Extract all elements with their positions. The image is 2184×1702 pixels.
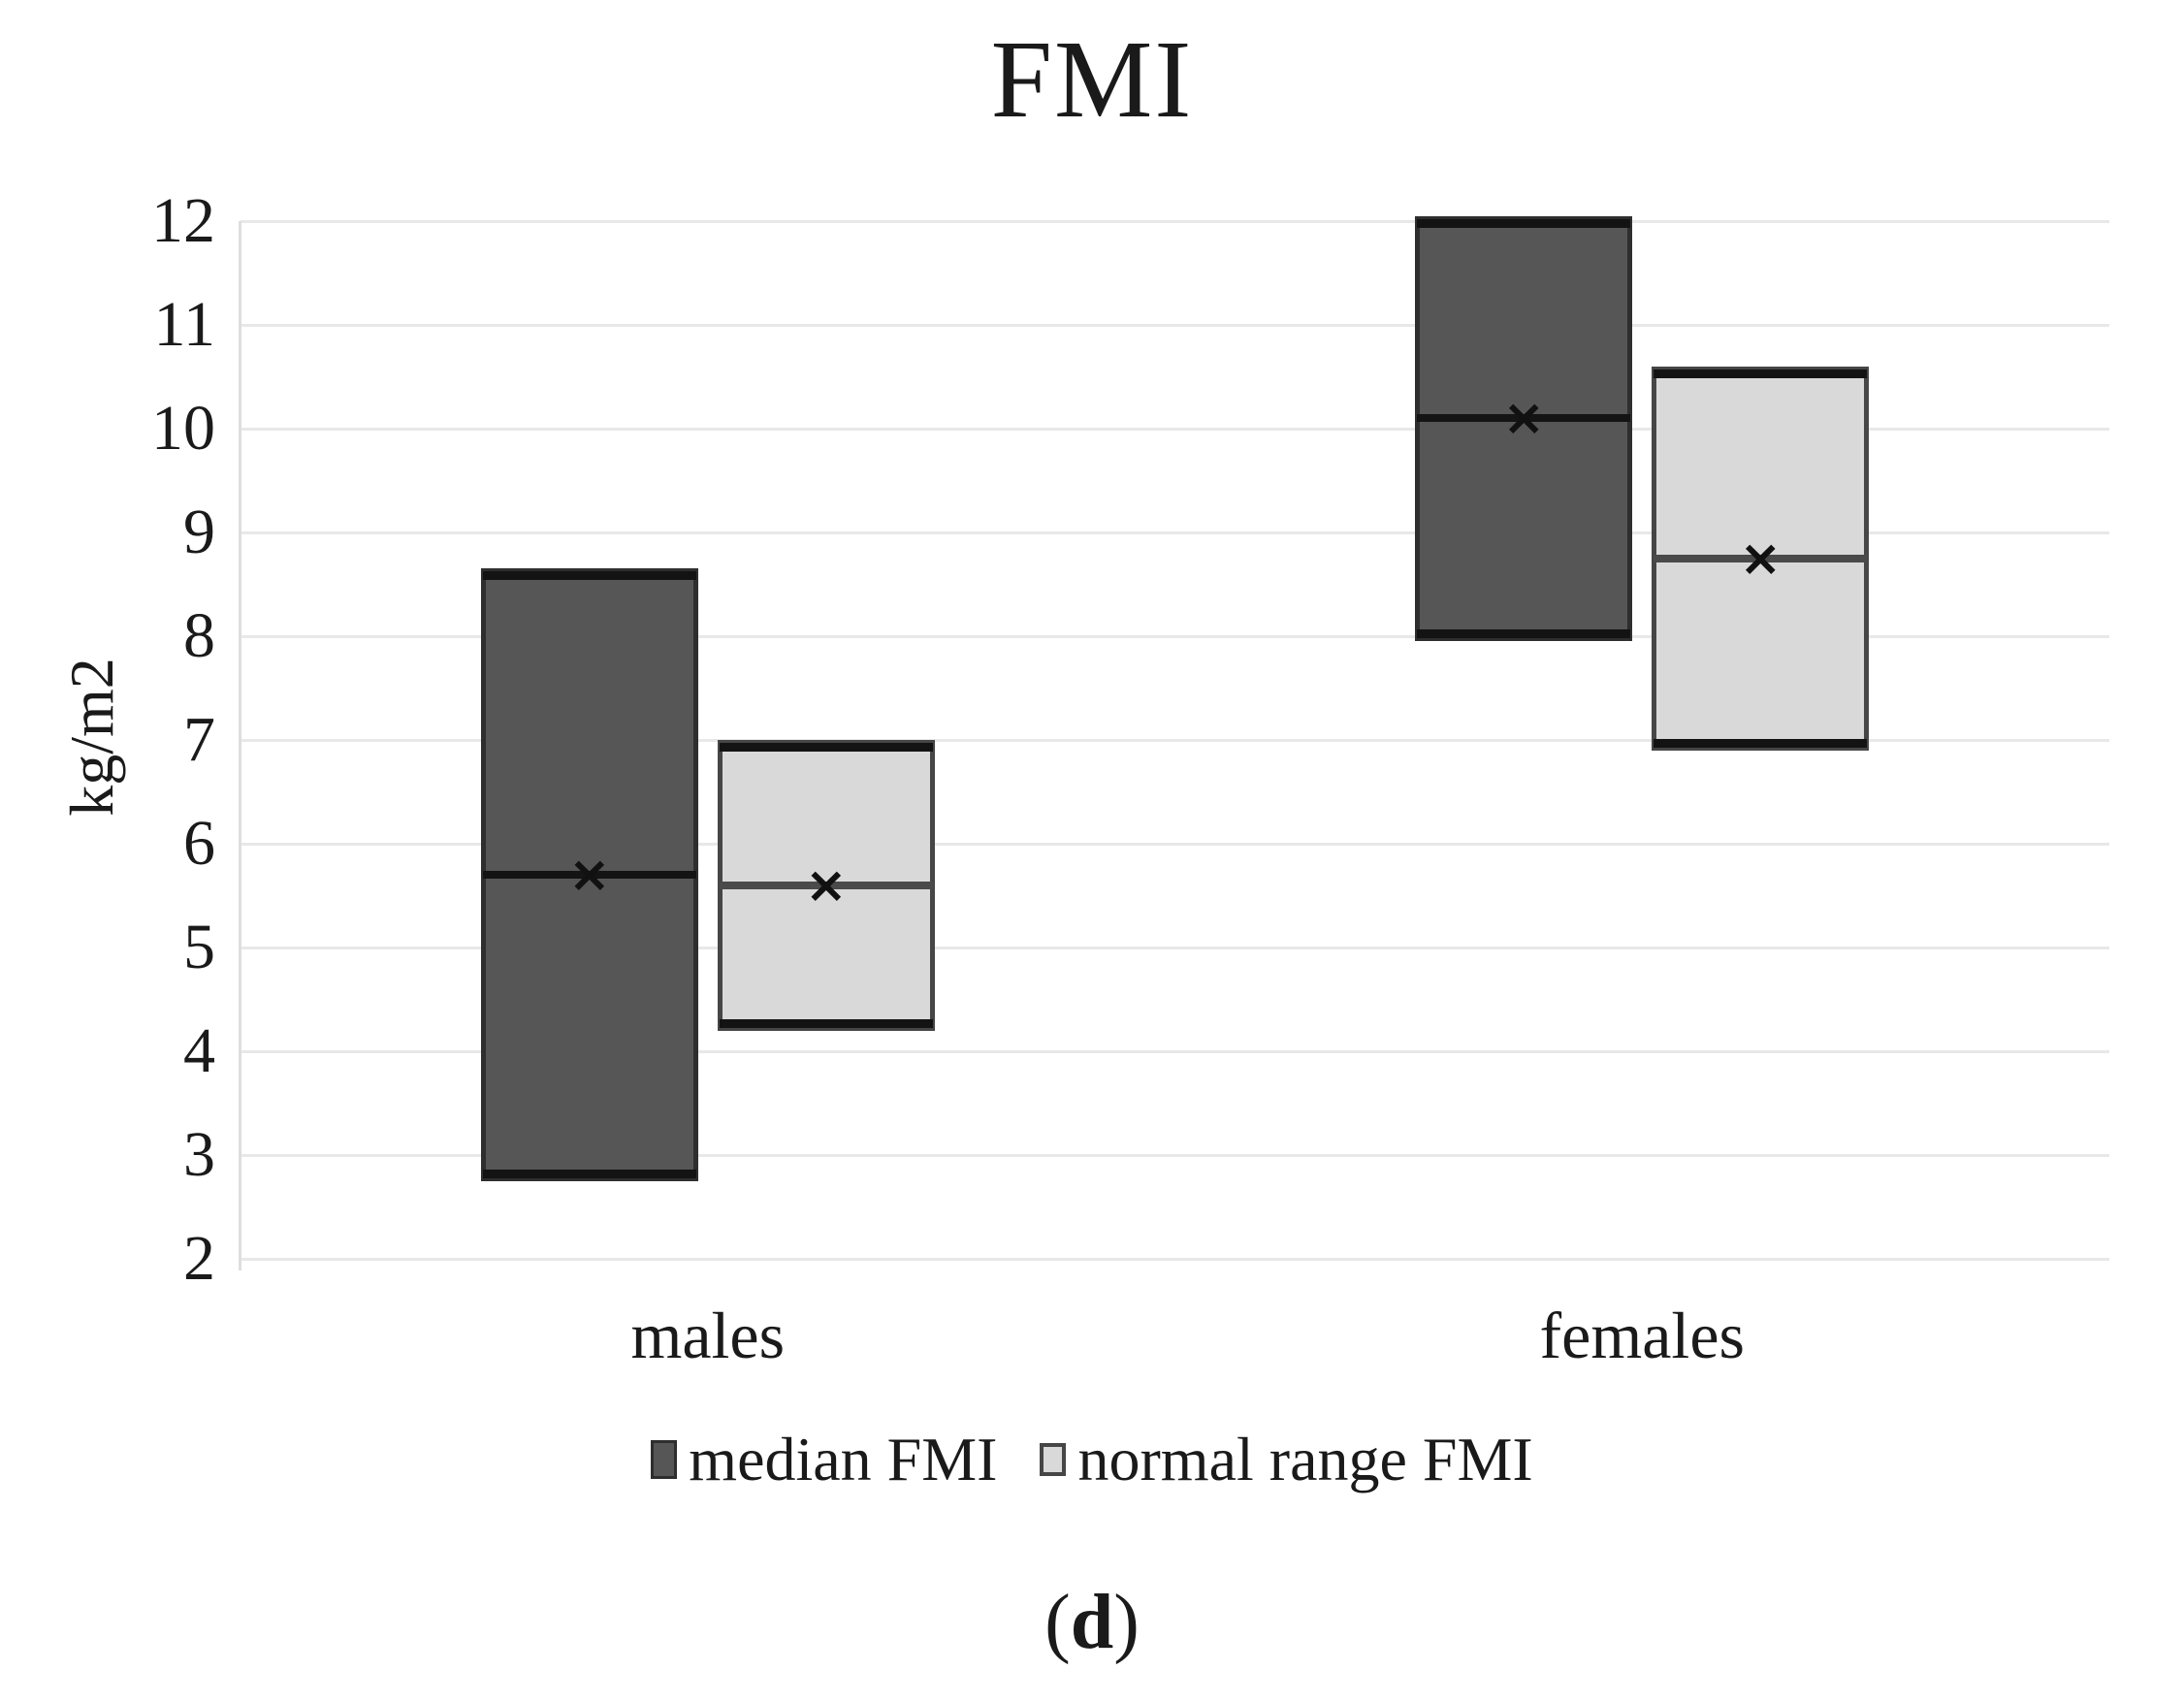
- legend-item-normal-range-fmi: normal range FMI: [1040, 1425, 1533, 1493]
- y-tick-label-3: 3: [183, 1119, 215, 1190]
- y-tick-label-8: 8: [183, 600, 215, 671]
- gridline-12: [241, 220, 2109, 223]
- y-tick-label-10: 10: [151, 393, 215, 464]
- legend-swatch-median-fmi-icon: [651, 1440, 678, 1479]
- box-max-cap-dark-females: [1417, 218, 1631, 228]
- gridline-9: [241, 531, 2109, 534]
- legend: median FMI normal range FMI: [0, 1426, 2184, 1493]
- median-line-dark-males: [482, 871, 696, 880]
- y-tick-label-2: 2: [183, 1223, 215, 1294]
- mean-x-icon: ×: [567, 846, 611, 905]
- caption-open-paren: (: [1044, 1580, 1071, 1665]
- box-light-females: ×: [1652, 366, 1870, 751]
- y-tick-label-9: 9: [183, 497, 215, 567]
- gridline-7: [241, 739, 2109, 742]
- box-min-cap-light-males: [719, 1018, 933, 1028]
- box-max-cap-dark-males: [482, 571, 696, 581]
- median-line-dark-females: [1417, 414, 1631, 423]
- gridline-6: [241, 843, 2109, 846]
- box-min-cap-dark-females: [1417, 629, 1631, 639]
- gridline-8: [241, 635, 2109, 638]
- mean-x-icon: ×: [1739, 529, 1783, 588]
- y-axis-title: kg/m2: [57, 658, 126, 817]
- mean-x-icon: ×: [804, 855, 848, 915]
- legend-item-median-fmi: median FMI: [651, 1426, 997, 1493]
- box-dark-males: ×: [480, 568, 698, 1181]
- box-min-cap-light-females: [1654, 738, 1868, 748]
- gridline-10: [241, 428, 2109, 431]
- x-category-label-males: males: [630, 1299, 786, 1372]
- chart-title: FMI: [990, 17, 1194, 141]
- median-line-light-males: [719, 881, 933, 889]
- mean-x-icon: ×: [1502, 389, 1546, 448]
- y-tick-label-12: 12: [151, 185, 215, 256]
- x-category-label-females: females: [1539, 1299, 1745, 1372]
- box-dark-females: ×: [1415, 215, 1633, 642]
- median-line-light-females: [1654, 554, 1868, 562]
- y-tick-label-7: 7: [183, 704, 215, 775]
- y-axis-line: [239, 221, 241, 1270]
- y-tick-label-4: 4: [183, 1015, 215, 1086]
- y-tick-label-6: 6: [183, 808, 215, 879]
- legend-label-median-fmi: median FMI: [689, 1425, 998, 1493]
- caption-close-paren: ): [1113, 1580, 1140, 1665]
- box-max-cap-light-males: [719, 743, 933, 752]
- box-light-males: ×: [717, 740, 935, 1031]
- gridline-11: [241, 324, 2109, 327]
- gridline-3: [241, 1154, 2109, 1157]
- caption-letter: d: [1070, 1580, 1114, 1665]
- y-tick-label-5: 5: [183, 912, 215, 982]
- gridline-5: [241, 947, 2109, 949]
- figure-caption: (d): [0, 1579, 2184, 1667]
- y-tick-label-11: 11: [153, 289, 215, 360]
- legend-label-normal-range-fmi: normal range FMI: [1077, 1425, 1533, 1493]
- box-max-cap-light-females: [1654, 369, 1868, 378]
- legend-swatch-normal-range-fmi-icon: [1040, 1443, 1067, 1476]
- gridline-2: [241, 1258, 2109, 1261]
- gridline-4: [241, 1050, 2109, 1053]
- box-min-cap-dark-males: [482, 1169, 696, 1178]
